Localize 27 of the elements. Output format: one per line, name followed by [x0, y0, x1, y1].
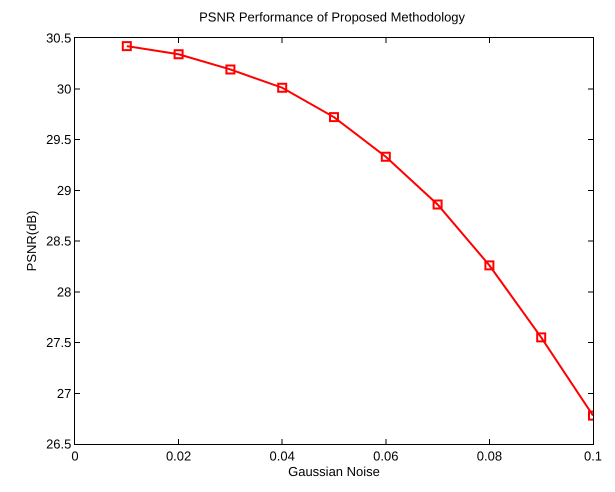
y-axis-title: PSNR(dB) [24, 210, 40, 272]
point [380, 152, 391, 162]
point [225, 64, 236, 74]
y-tick-label: 28.5 [46, 234, 72, 249]
chart-title: PSNR Performance of Proposed Methodology [199, 9, 466, 24]
point [277, 82, 288, 93]
x-tick-label: 0.06 [373, 448, 398, 464]
x-axis-title: Gaussian Noise [288, 464, 380, 480]
point [536, 332, 546, 342]
y-tick-label: 30 [56, 81, 72, 96]
x-tick-label: 0.02 [166, 448, 192, 464]
x-tick-label: 0.1 [584, 448, 602, 464]
point [122, 41, 132, 52]
y-tick-label: 27 [56, 386, 72, 401]
x-tick-label: 0 [71, 448, 79, 464]
point [432, 199, 443, 210]
y-tick-label: 26.5 [46, 436, 72, 452]
y-tick-label: 27.5 [46, 335, 72, 350]
point [174, 49, 184, 60]
point [329, 112, 339, 122]
y-tick-label: 30.5 [46, 30, 72, 46]
y-tick-label: 28 [56, 284, 72, 300]
x-tick-label: 0.04 [270, 448, 295, 464]
y-tick-label: 29.5 [46, 132, 72, 148]
y-tick-label: 29 [56, 182, 72, 198]
point [484, 260, 494, 270]
x-tick-label: 0.08 [476, 448, 502, 464]
